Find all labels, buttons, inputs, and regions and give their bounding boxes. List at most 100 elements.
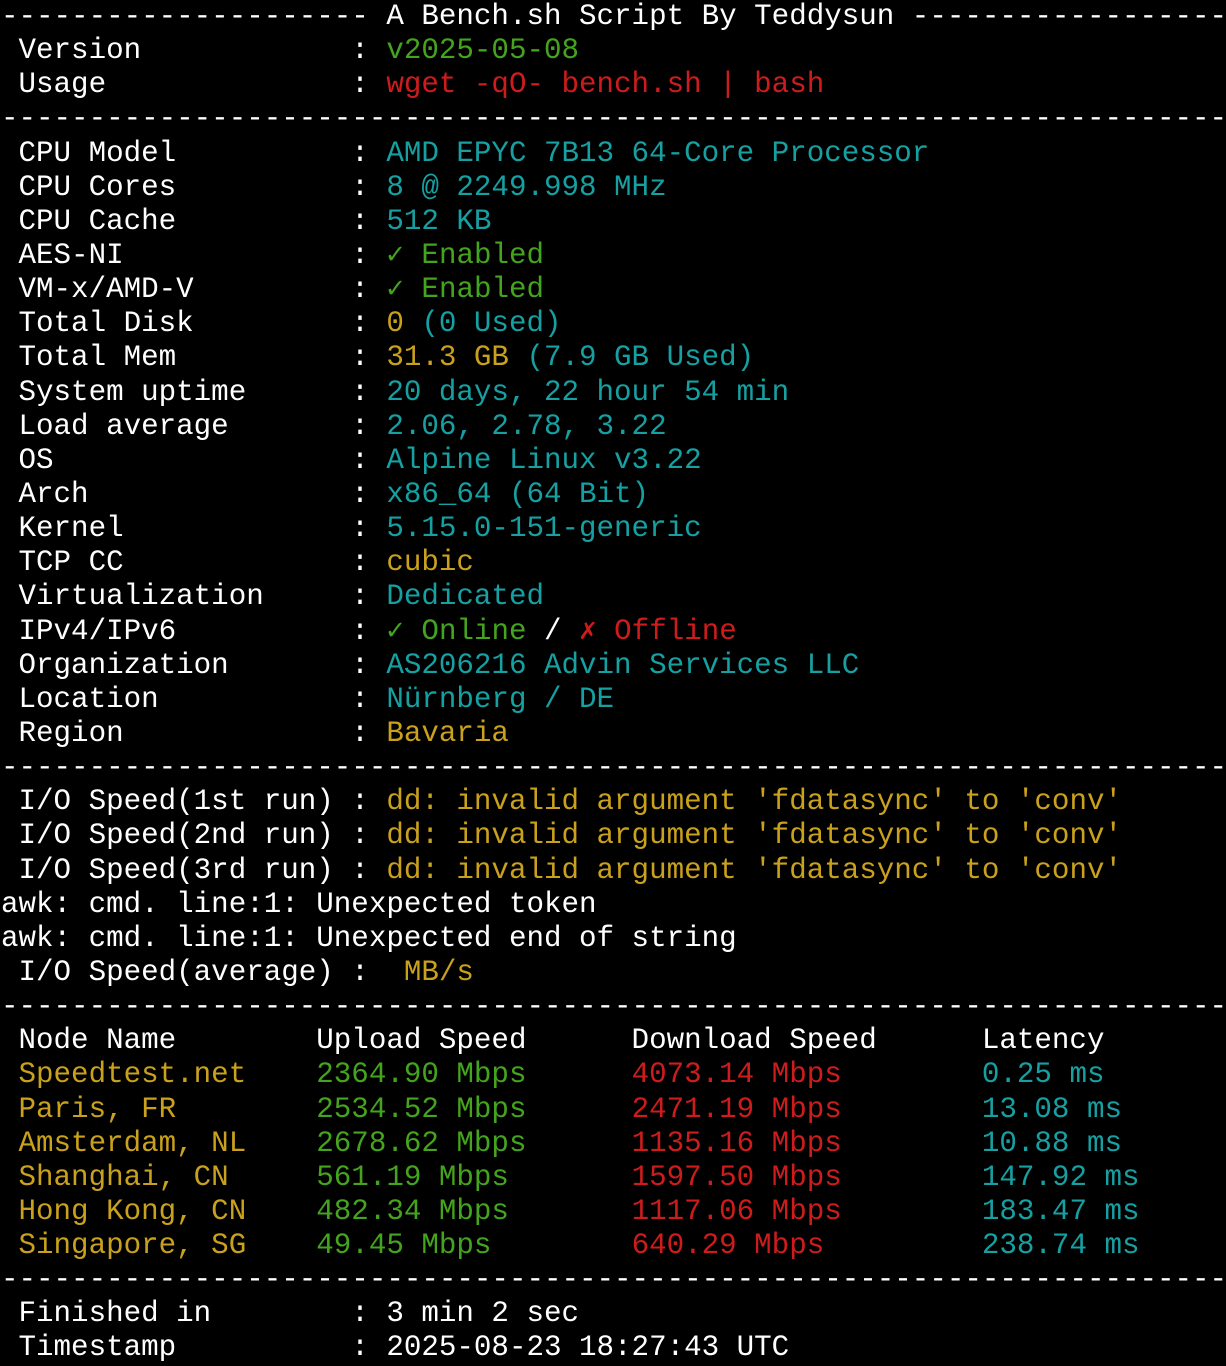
text-segment: 2.06, 2.78, 3.22 xyxy=(386,409,667,443)
text-segment: Timestamp : xyxy=(1,1331,387,1365)
kernel-line: Kernel : 5.15.0-151-generic xyxy=(1,512,1226,546)
text-segment: 10.88 ms xyxy=(981,1126,1122,1160)
version-line: Version : v2025-05-08 xyxy=(1,34,1226,68)
awk-error-token-line: awk: cmd. line:1: Unexpected token xyxy=(1,888,1226,922)
speedtest-row-amsterdam: Amsterdam, NL 2678.62 Mbps 1135.16 Mbps … xyxy=(1,1127,1226,1161)
text-segment: AS206216 Advin Services LLC xyxy=(386,648,860,682)
text-segment: AES-NI : xyxy=(1,238,387,272)
text-segment: Kernel : xyxy=(1,512,387,546)
region-line: Region : Bavaria xyxy=(1,717,1226,751)
text-segment: x86_64 (64 Bit) xyxy=(386,477,650,511)
text-segment: ----------------------------------------… xyxy=(1,751,1226,785)
speedtest-row-speedtest-net: Speedtest.net 2364.90 Mbps 4073.14 Mbps … xyxy=(1,1058,1226,1092)
text-segment: CPU Cores : xyxy=(1,170,387,204)
text-segment: 0.25 ms xyxy=(981,1058,1105,1092)
text-segment: ✗ Offline xyxy=(579,614,737,648)
text-segment: Paris, FR xyxy=(1,1092,317,1126)
timestamp-line: Timestamp : 2025-08-23 18:27:43 UTC xyxy=(1,1331,1226,1365)
speedtest-row-hong-kong: Hong Kong, CN 482.34 Mbps 1117.06 Mbps 1… xyxy=(1,1195,1226,1229)
text-segment: Nürnberg / DE xyxy=(386,682,615,716)
text-segment: VM-x/AMD-V : xyxy=(1,273,387,307)
vmx-amdv-line: VM-x/AMD-V : ✓ Enabled xyxy=(1,273,1226,307)
text-segment: I/O Speed(3rd run) : xyxy=(1,853,387,887)
text-segment: ✓ Online xyxy=(386,614,527,648)
text-segment: MB/s xyxy=(386,955,474,989)
separator-line: ----------------------------------------… xyxy=(1,102,1226,136)
text-segment: IPv4/IPv6 : xyxy=(1,614,387,648)
text-segment: Total Disk : xyxy=(1,307,387,341)
section-system-info: CPU Model : AMD EPYC 7B13 64-Core Proces… xyxy=(1,137,1226,786)
text-segment: 147.92 ms xyxy=(981,1160,1140,1194)
text-segment: I/O Speed(1st run) : xyxy=(1,785,387,819)
text-segment: 2364.90 Mbps xyxy=(316,1058,632,1092)
speedtest-row-shanghai: Shanghai, CN 561.19 Mbps 1597.50 Mbps 14… xyxy=(1,1161,1226,1195)
text-segment: awk: cmd. line:1: Unexpected token xyxy=(1,887,597,921)
text-segment: AMD EPYC 7B13 64-Core Processor xyxy=(386,136,930,170)
text-segment: 3 min 2 sec xyxy=(386,1297,580,1331)
total-disk-line: Total Disk : 0 (0 Used) xyxy=(1,307,1226,341)
text-segment: Arch : xyxy=(1,477,387,511)
text-segment: ✓ Enabled xyxy=(386,238,545,272)
io-speed-2nd-run-line: I/O Speed(2nd run) : dd: invalid argumen… xyxy=(1,819,1226,853)
text-segment: CPU Model : xyxy=(1,136,387,170)
text-segment: Organization : xyxy=(1,648,387,682)
text-segment: (7.9 GB Used) xyxy=(508,341,755,375)
separator-line: ----------------------------------------… xyxy=(1,1263,1226,1297)
text-segment: 561.19 Mbps xyxy=(316,1160,632,1194)
text-segment: Total Mem : xyxy=(1,341,387,375)
speedtest-row-paris: Paris, FR 2534.52 Mbps 2471.19 Mbps 13.0… xyxy=(1,1093,1226,1127)
aes-ni-line: AES-NI : ✓ Enabled xyxy=(1,239,1226,273)
text-segment: I/O Speed(2nd run) : xyxy=(1,819,387,853)
io-speed-1st-run-line: I/O Speed(1st run) : dd: invalid argumen… xyxy=(1,785,1226,819)
text-segment: / xyxy=(526,614,580,648)
text-segment: wget -qO- bench.sh | bash xyxy=(386,68,825,102)
os-line: OS : Alpine Linux v3.22 xyxy=(1,444,1226,478)
text-segment: 2025-08-23 18:27:43 UTC xyxy=(386,1331,790,1365)
text-segment: (0 Used) xyxy=(403,307,562,341)
arch-line: Arch : x86_64 (64 Bit) xyxy=(1,478,1226,512)
text-segment: ----------------------------------------… xyxy=(1,990,1226,1024)
uptime-line: System uptime : 20 days, 22 hour 54 min xyxy=(1,376,1226,410)
text-segment: Load average : xyxy=(1,409,387,443)
text-segment: dd: invalid argument 'fdatasync' to 'con… xyxy=(386,785,1122,819)
text-segment: v2025-05-08 xyxy=(386,34,580,68)
text-segment: Amsterdam, NL xyxy=(1,1126,317,1160)
text-segment: 4073.14 Mbps xyxy=(631,1058,982,1092)
text-segment: TCP CC : xyxy=(1,546,387,580)
text-segment: System uptime : xyxy=(1,375,387,409)
section-footer: Finished in : 3 min 2 sec Timestamp : 20… xyxy=(1,1297,1226,1365)
text-segment: cubic xyxy=(386,546,474,580)
text-segment: Usage : xyxy=(1,68,387,102)
separator-line: ----------------------------------------… xyxy=(1,751,1226,785)
text-segment: awk: cmd. line:1: Unexpected end of stri… xyxy=(1,921,737,955)
text-segment: 183.47 ms xyxy=(981,1194,1140,1228)
text-segment: 640.29 Mbps xyxy=(631,1229,982,1263)
text-segment: Bavaria xyxy=(386,716,509,750)
total-mem-line: Total Mem : 31.3 GB (7.9 GB Used) xyxy=(1,341,1226,375)
text-segment: ✓ Enabled xyxy=(386,273,545,307)
text-segment: 2534.52 Mbps xyxy=(316,1092,632,1126)
usage-line: Usage : wget -qO- bench.sh | bash xyxy=(1,68,1226,102)
text-segment: Hong Kong, CN xyxy=(1,1194,317,1228)
separator-line: ----------------------------------------… xyxy=(1,990,1226,1024)
text-segment: 13.08 ms xyxy=(981,1092,1122,1126)
speedtest-row-singapore: Singapore, SG 49.45 Mbps 640.29 Mbps 238… xyxy=(1,1229,1226,1263)
text-segment: dd: invalid argument 'fdatasync' to 'con… xyxy=(386,853,1122,887)
text-segment: Virtualization : xyxy=(1,580,387,614)
text-segment: 482.34 Mbps xyxy=(316,1194,632,1228)
text-segment: ----------------------------------------… xyxy=(1,1263,1226,1297)
location-line: Location : Nürnberg / DE xyxy=(1,683,1226,717)
organization-line: Organization : AS206216 Advin Services L… xyxy=(1,649,1226,683)
text-segment: 20 days, 22 hour 54 min xyxy=(386,375,790,409)
load-average-line: Load average : 2.06, 2.78, 3.22 xyxy=(1,410,1226,444)
text-segment: ----------------------------------------… xyxy=(1,102,1226,136)
finished-in-line: Finished in : 3 min 2 sec xyxy=(1,1297,1226,1331)
awk-error-string-line: awk: cmd. line:1: Unexpected end of stri… xyxy=(1,922,1226,956)
text-segment: Shanghai, CN xyxy=(1,1160,317,1194)
section-banner: --------------------- A Bench.sh Script … xyxy=(1,0,1226,137)
tcp-cc-line: TCP CC : cubic xyxy=(1,546,1226,580)
text-segment: 49.45 Mbps xyxy=(316,1229,632,1263)
text-segment: 512 KB xyxy=(386,204,492,238)
text-segment: dd: invalid argument 'fdatasync' to 'con… xyxy=(386,819,1122,853)
